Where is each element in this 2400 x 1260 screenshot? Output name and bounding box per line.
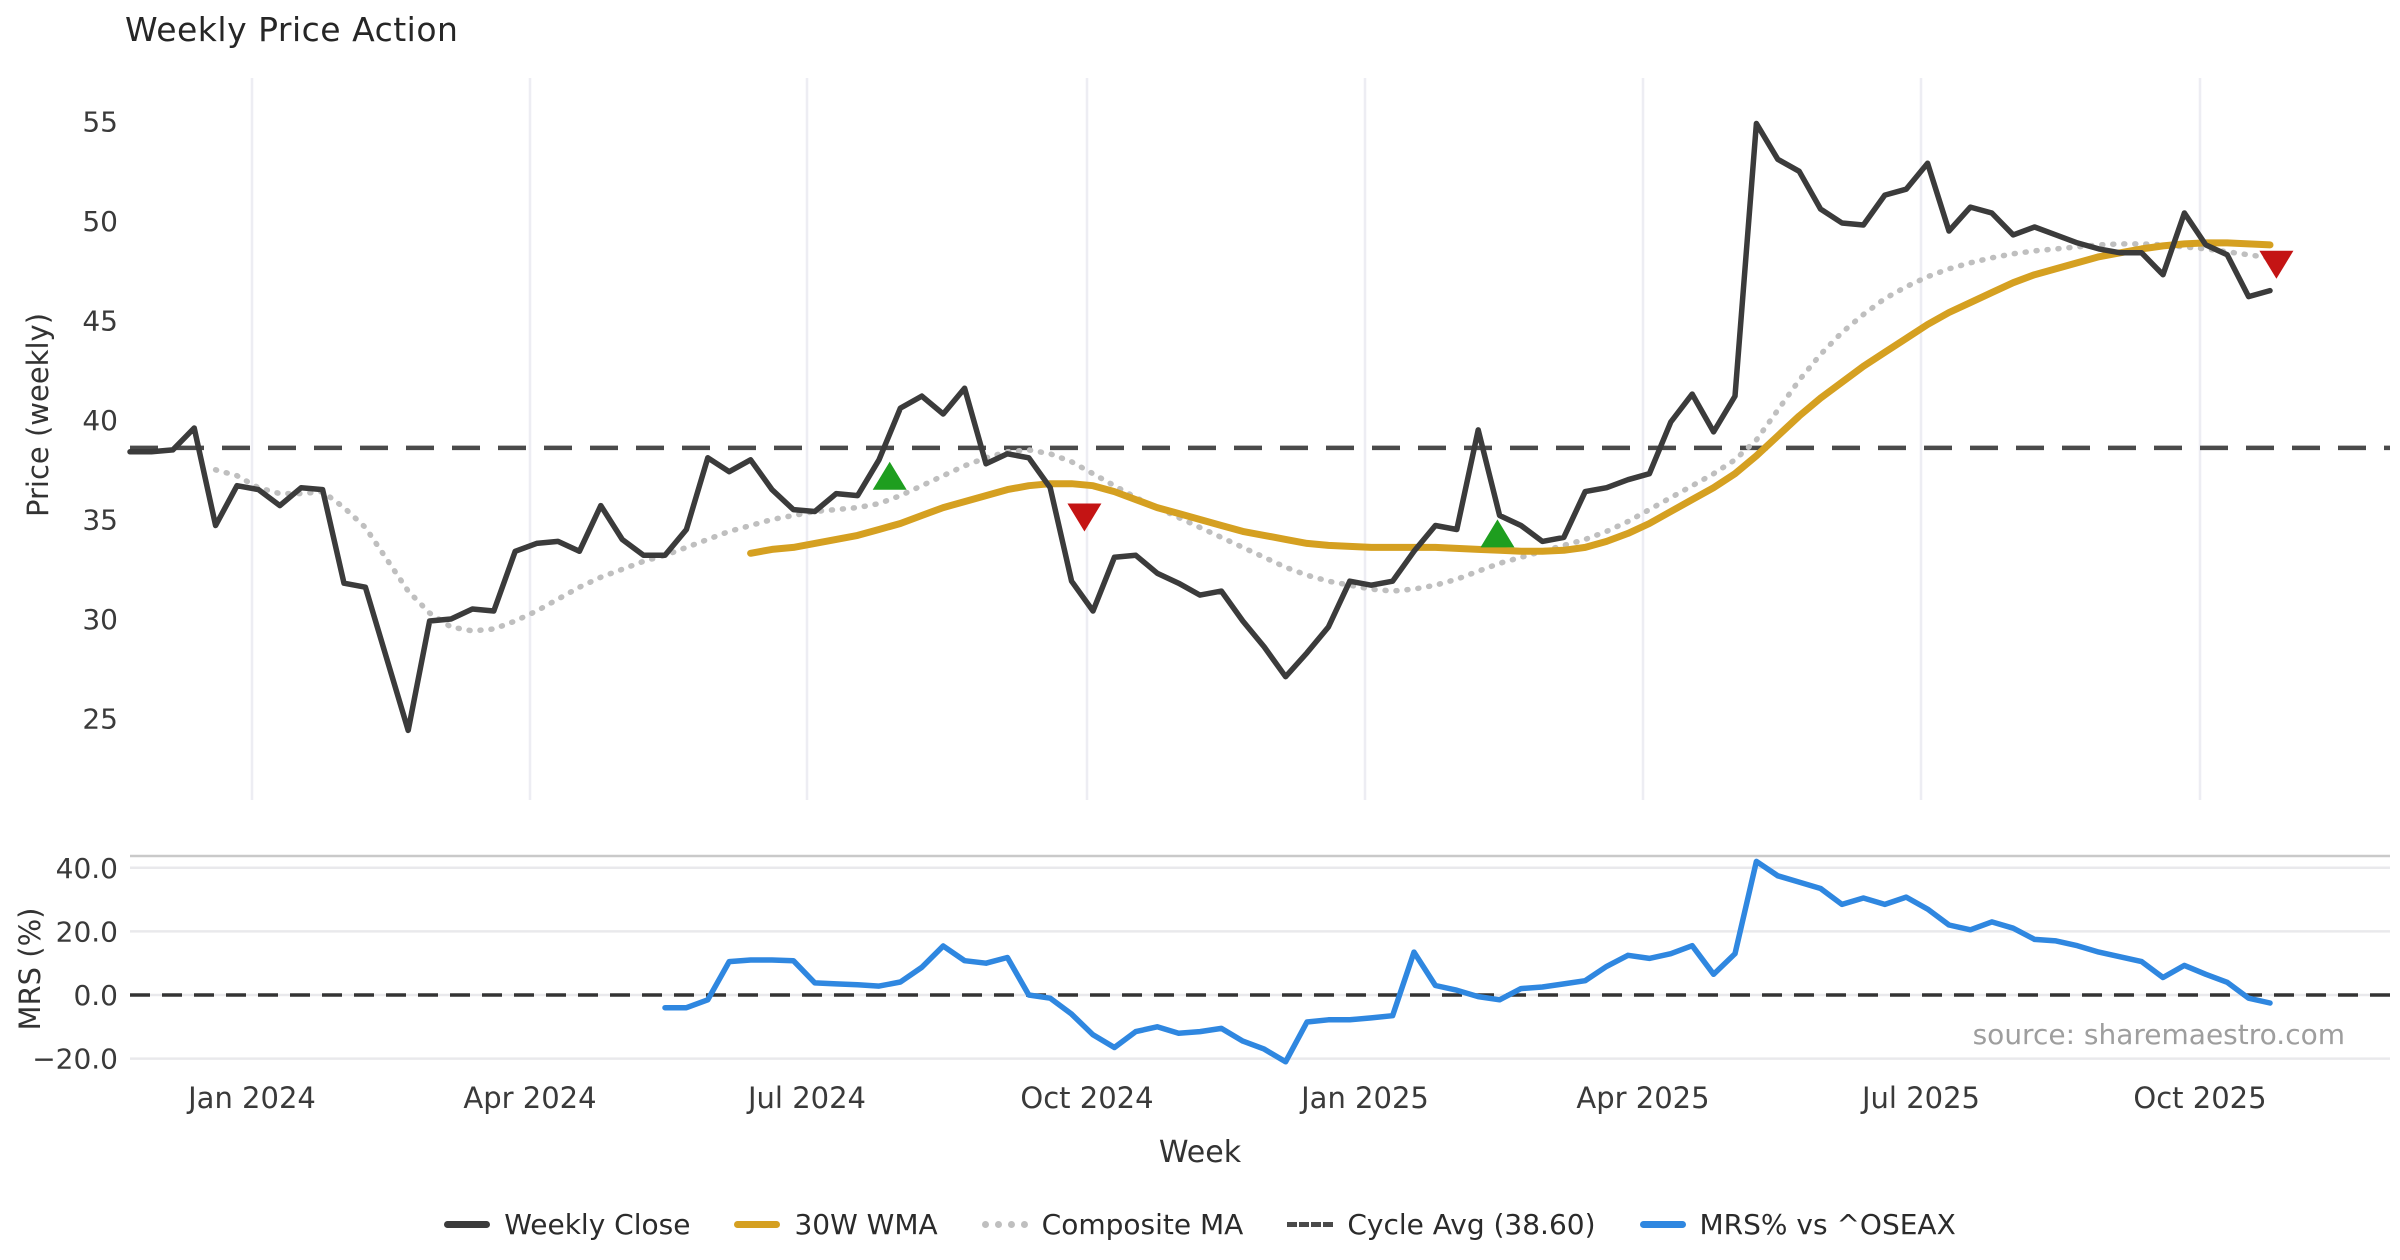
weekly-close-line <box>127 120 2273 734</box>
legend-label: 30W WMA <box>794 1208 938 1241</box>
mrs-tick-label: 20.0 <box>56 915 118 948</box>
mrs-axis-label: MRS (%) <box>13 907 47 1031</box>
x-axis-label: Week <box>1158 1135 1242 1170</box>
price-tick-label: 25 <box>82 703 118 736</box>
x-tick-label: Oct 2024 <box>1020 1081 1153 1115</box>
legend-item: MRS% vs ^OSEAX <box>1639 1208 1956 1241</box>
legend-label: Weekly Close <box>504 1208 691 1241</box>
mrs-tick-label: 40.0 <box>56 852 118 885</box>
legend-swatch-solid <box>1639 1221 1686 1228</box>
sell-signal-marker <box>1067 503 1102 532</box>
legend-label: Cycle Avg (38.60) <box>1347 1208 1596 1241</box>
mrs-tick-label: −20.0 <box>32 1043 118 1076</box>
composite-ma-line <box>212 241 2273 634</box>
legend-swatch-dotted <box>981 1221 1028 1228</box>
legend-item: Composite MA <box>981 1208 1244 1241</box>
x-tick-label: Jul 2024 <box>746 1081 866 1115</box>
x-tick-label: Oct 2025 <box>2133 1081 2266 1115</box>
mrs-line <box>662 858 2273 1065</box>
price-tick-label: 50 <box>82 205 118 238</box>
x-tick-label: Apr 2024 <box>463 1081 596 1115</box>
legend-swatch-solid <box>734 1221 781 1228</box>
x-tick-label: Jan 2025 <box>1299 1081 1429 1115</box>
price-tick-label: 55 <box>82 106 118 139</box>
source-attribution: source: sharemaestro.com <box>1972 1018 2345 1051</box>
buy-signal-marker <box>1480 519 1515 548</box>
x-tick-label: Apr 2025 <box>1576 1081 1709 1115</box>
legend-label: Composite MA <box>1041 1208 1244 1241</box>
price-tick-label: 45 <box>82 305 118 338</box>
page-title: Weekly Price Action <box>125 10 459 49</box>
legend-swatch-dashed <box>1287 1222 1334 1227</box>
legend-label: MRS% vs ^OSEAX <box>1699 1208 1956 1241</box>
chart-legend: Weekly Close 30W WMA Composite MA Cycle Avg… <box>0 1208 2400 1241</box>
price-tick-label: 30 <box>82 603 118 636</box>
mrs-tick-label: 0.0 <box>73 979 118 1012</box>
legend-swatch-solid <box>444 1221 491 1228</box>
x-tick-label: Jul 2025 <box>1860 1081 1980 1115</box>
legend-item: Weekly Close <box>444 1208 690 1241</box>
sell-signal-marker <box>2259 250 2294 279</box>
price-tick-label: 35 <box>82 504 118 537</box>
x-tick-label: Jan 2024 <box>186 1081 316 1115</box>
legend-item: Cycle Avg (38.60) <box>1287 1208 1596 1241</box>
wma-30w-line <box>747 239 2274 557</box>
price-axis-label: Price (weekly) <box>21 312 55 517</box>
price-tick-label: 40 <box>82 404 118 437</box>
buy-signal-marker <box>872 461 907 490</box>
legend-item: 30W WMA <box>734 1208 938 1241</box>
